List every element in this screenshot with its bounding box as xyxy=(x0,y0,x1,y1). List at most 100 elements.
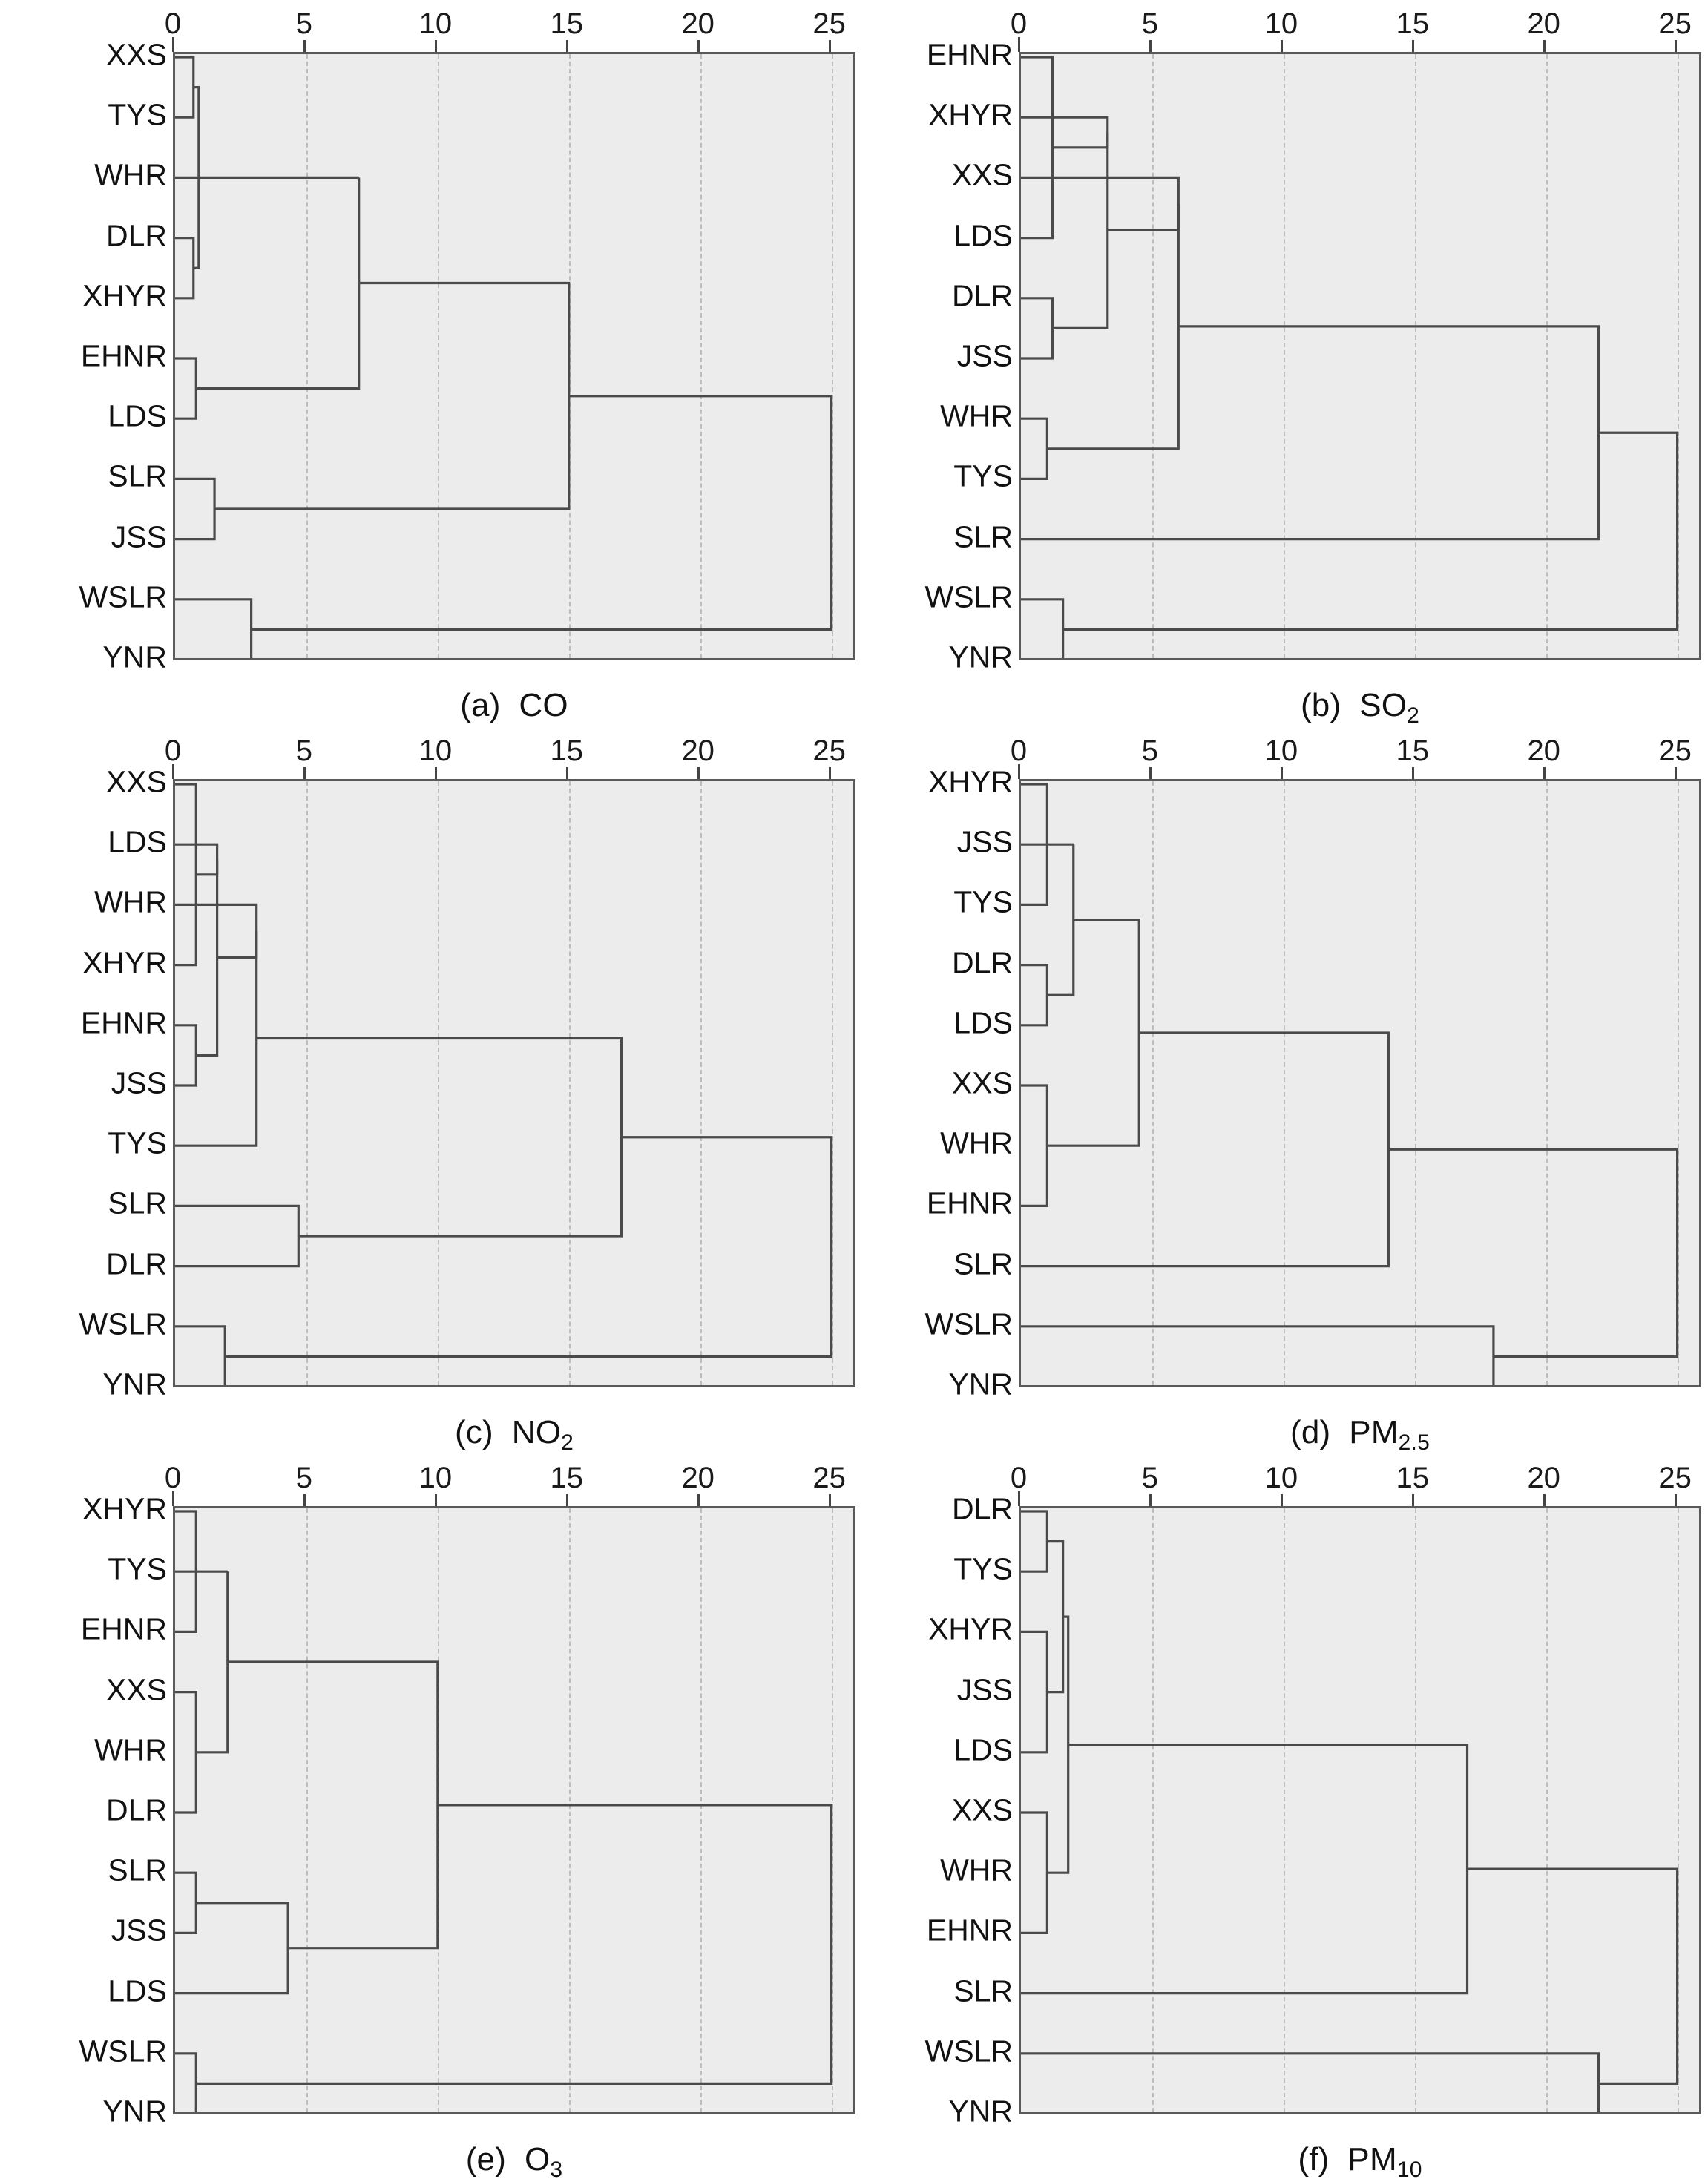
x-tick-mark xyxy=(172,37,174,52)
gridline xyxy=(568,781,571,1385)
plot-box-d xyxy=(1019,779,1701,1387)
dendrogram-links-d xyxy=(1021,783,1679,1385)
x-tick-mark xyxy=(434,1494,437,1506)
x-tick-mark xyxy=(828,1494,831,1506)
dendrogram-link xyxy=(175,1325,226,1385)
leaf-label-jss: JSS xyxy=(111,519,167,554)
x-tick-label: 10 xyxy=(418,735,453,767)
leaf-label-lds: LDS xyxy=(108,824,167,859)
x-tick-label: 15 xyxy=(550,7,584,40)
caption-pollutant: O xyxy=(524,2141,551,2178)
leaf-label-slr: SLR xyxy=(953,1974,1013,2008)
leaf-label-wslr: WSLR xyxy=(79,579,167,614)
dendrogram-link xyxy=(1021,176,1180,232)
dendrogram-link xyxy=(1021,2052,1600,2112)
dendrogram-link xyxy=(175,357,197,420)
dendrogram-link xyxy=(1047,919,1140,1147)
caption-subscript: 10 xyxy=(1396,2158,1422,2182)
gridline xyxy=(1152,781,1154,1385)
x-tick-mark xyxy=(1674,1494,1677,1506)
dendrogram-links-b xyxy=(1021,56,1679,658)
dendrogram-link xyxy=(1021,598,1065,658)
x-tick-label: 10 xyxy=(418,1462,453,1494)
x-tick-label: 0 xyxy=(164,7,182,40)
dendrogram-link xyxy=(1021,1031,1390,1268)
dendrogram-link xyxy=(175,477,216,541)
gridline xyxy=(1677,1508,1679,2112)
leaf-label-xxs: XXS xyxy=(951,1065,1013,1100)
plot-area-a: XXS TYS WHR DLR XHYR EHNR LDS SLR JSS WSLR YNR xyxy=(63,39,861,672)
leaf-label-xhyr: XHYR xyxy=(82,278,167,313)
leaf-label-jss: JSS xyxy=(956,1672,1013,1707)
plot-box-f xyxy=(1019,1506,1701,2114)
leaf-label-xxs: XXS xyxy=(105,1672,167,1707)
dendrogram-link xyxy=(227,1660,439,1950)
caption-index: (d) xyxy=(1290,1414,1331,1450)
x-tick-mark xyxy=(1018,764,1020,779)
leaf-label-dlr: DLR xyxy=(951,1491,1013,1526)
leaf-label-ehnr: EHNR xyxy=(926,1913,1013,1948)
leaf-label-whr: WHR xyxy=(94,1732,167,1767)
dendrogram-link xyxy=(175,598,253,658)
dendrogram-links-a xyxy=(175,56,833,658)
plot-box-b xyxy=(1019,52,1701,660)
dendrogram-panel-c: 0 5 10 15 20 25 XXS LDS WHR XHYR EHNR JSS TYS SLR DLR W… xyxy=(63,733,861,1455)
gridline xyxy=(831,781,833,1385)
panel-caption-a: (a) CO xyxy=(173,687,855,724)
x-tick-mark xyxy=(1543,40,1546,52)
x-tick-mark xyxy=(828,40,831,52)
x-tick-mark xyxy=(1674,767,1677,779)
leaf-label-xxs: XXS xyxy=(951,157,1013,192)
x-axis-b: 0 5 10 15 20 25 xyxy=(1011,6,1701,52)
leaf-label-xhyr: XHYR xyxy=(82,1491,167,1526)
leaf-label-dlr: DLR xyxy=(951,278,1013,313)
x-tick-mark xyxy=(172,764,174,779)
leaf-label-whr: WHR xyxy=(940,1125,1013,1160)
dendrogram-panel-b: 0 5 10 15 20 25 EHNR XHYR XXS LDS DLR JSS WHR TYS SLR W… xyxy=(909,6,1707,728)
leaf-label-slr: SLR xyxy=(953,1246,1013,1281)
dendrogram-link xyxy=(175,1871,197,1934)
gridline xyxy=(306,1508,308,2112)
x-tick-mark xyxy=(1149,40,1152,52)
x-tick-label: 15 xyxy=(550,1462,584,1494)
gridline xyxy=(1414,781,1416,1385)
dendrogram-link xyxy=(1047,203,1180,450)
caption-index: (f) xyxy=(1298,2141,1330,2178)
gridline xyxy=(1414,54,1416,658)
dendrogram-links-f xyxy=(1021,1510,1679,2112)
x-tick-mark xyxy=(1411,767,1414,779)
x-tick-label: 25 xyxy=(812,7,846,40)
leaf-label-xhyr: XHYR xyxy=(928,1611,1013,1646)
dendrogram-link xyxy=(175,1691,197,1814)
leaf-label-wslr: WSLR xyxy=(924,1307,1013,1341)
caption-pollutant: NO xyxy=(511,1414,562,1450)
x-tick-mark xyxy=(303,40,306,52)
dendrogram-link xyxy=(1047,844,1075,996)
gridline xyxy=(1546,54,1548,658)
gridline xyxy=(1677,54,1679,658)
gridline xyxy=(700,1508,702,2112)
leaf-label-slr: SLR xyxy=(953,519,1013,554)
gridline xyxy=(1677,781,1679,1385)
leaf-label-whr: WHR xyxy=(94,884,167,919)
leaf-label-tys: TYS xyxy=(108,1125,167,1160)
dendrogram-link xyxy=(1047,1615,1070,1874)
dendrogram-link xyxy=(1021,1325,1495,1385)
dendrogram-link xyxy=(1021,1510,1048,1573)
dendrogram-link xyxy=(1021,1744,1469,1995)
x-tick-label: 15 xyxy=(1396,735,1430,767)
dendrogram-link xyxy=(196,177,361,390)
x-tick-label: 15 xyxy=(550,735,584,767)
gridline xyxy=(1283,781,1285,1385)
leaf-label-ehnr: EHNR xyxy=(926,1186,1013,1220)
dendrogram-link xyxy=(1021,325,1600,541)
leaf-label-ynr: YNR xyxy=(948,1367,1013,1401)
x-tick-mark xyxy=(1280,1494,1283,1506)
leaf-label-slr: SLR xyxy=(108,1853,167,1887)
x-tick-label: 20 xyxy=(1527,7,1560,40)
x-tick-label: 20 xyxy=(681,1462,715,1494)
x-axis-a: 0 5 10 15 20 25 xyxy=(165,6,855,52)
dendrogram-link xyxy=(1388,1148,1679,1358)
leaf-label-wslr: WSLR xyxy=(79,1307,167,1341)
